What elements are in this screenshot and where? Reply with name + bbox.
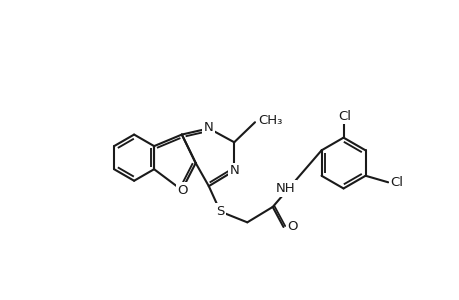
Text: NH: NH bbox=[275, 182, 295, 195]
Text: N: N bbox=[229, 164, 239, 177]
Text: O: O bbox=[177, 184, 187, 196]
Text: Cl: Cl bbox=[337, 110, 350, 123]
Text: N: N bbox=[203, 121, 213, 134]
Text: CH₃: CH₃ bbox=[257, 114, 282, 127]
Text: Cl: Cl bbox=[390, 176, 403, 189]
Text: S: S bbox=[216, 205, 224, 218]
Text: O: O bbox=[287, 220, 297, 233]
